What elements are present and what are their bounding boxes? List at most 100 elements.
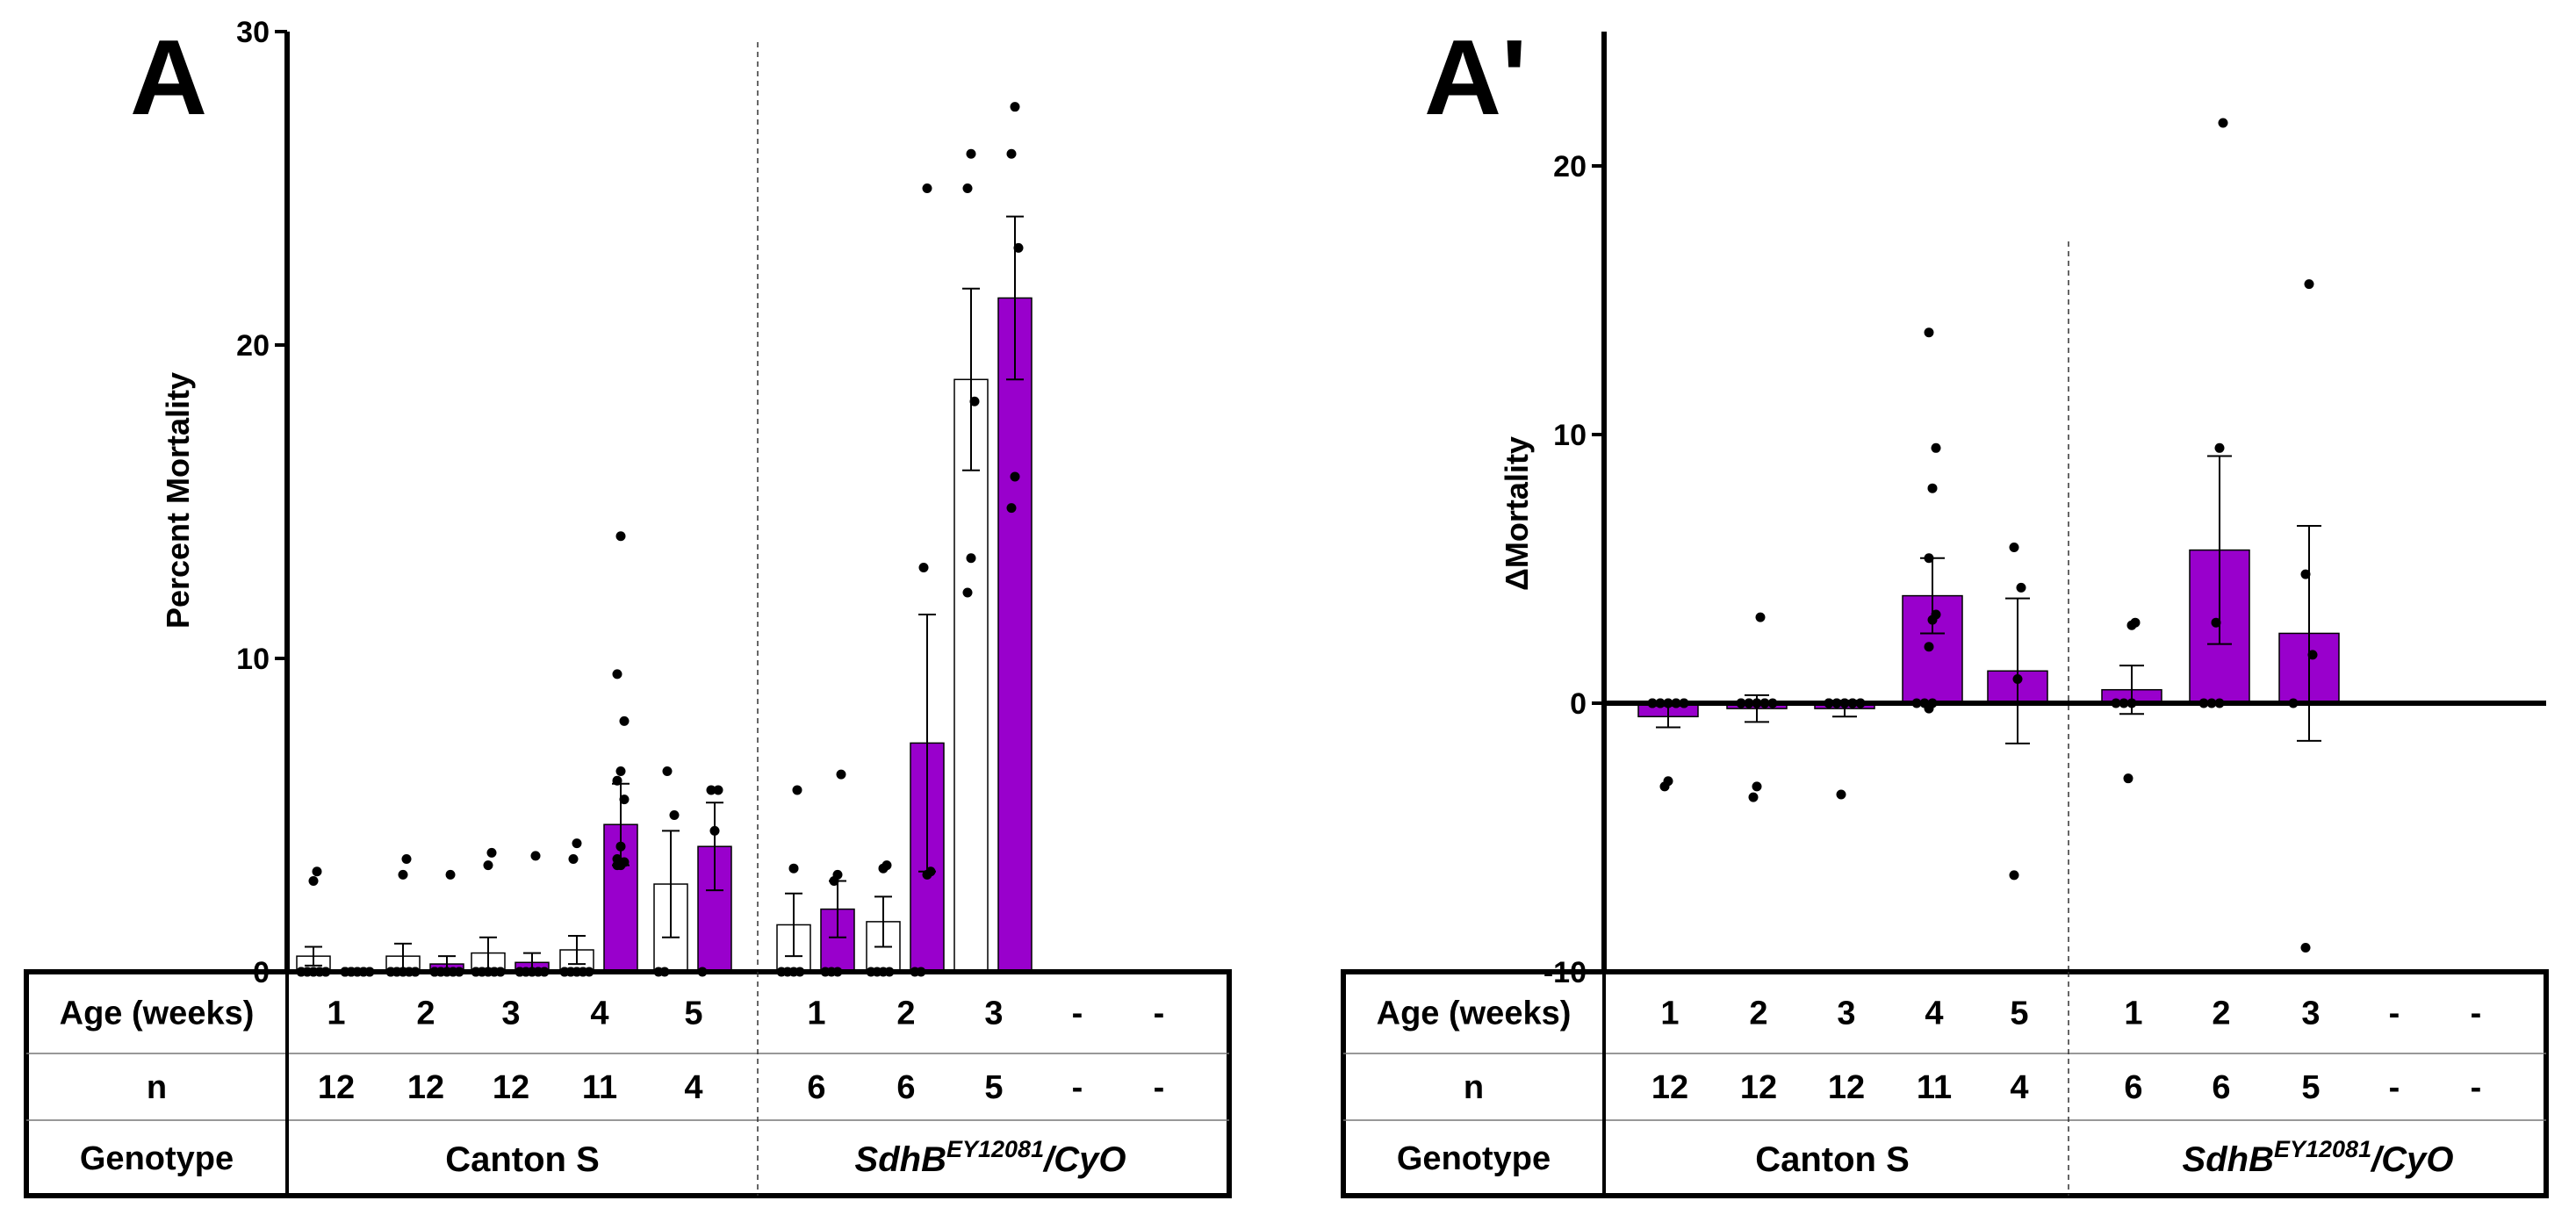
panel-a-table: Age (weeks) n Genotype 1 12 2 12 3 12 4 11 5 4 1 6 2 6 3 5… <box>24 969 1232 1198</box>
y-tick-label: 20 <box>236 329 270 363</box>
data-point-white <box>881 860 892 871</box>
data-point-purple <box>615 841 626 852</box>
table-n-cell: 4 <box>684 1069 702 1106</box>
table-border <box>24 969 1232 1198</box>
data-point-white <box>969 396 980 406</box>
table-label-n: n <box>147 1069 167 1106</box>
table-n-cell: - <box>2389 1069 2400 1106</box>
table-n-cell: 6 <box>896 1069 915 1106</box>
data-point-purple <box>612 775 622 786</box>
table-n-cell: 12 <box>493 1069 529 1106</box>
data-point-purple <box>619 715 630 726</box>
table-age-cell: 4 <box>1925 996 1943 1032</box>
data-point-purple <box>1013 242 1024 253</box>
panel-a-prime-y-label: ΔMortality <box>1499 436 1535 591</box>
data-point-purple <box>706 785 716 795</box>
table-n-cell: 12 <box>318 1069 355 1106</box>
data-point-white <box>962 587 973 598</box>
data-point-purple <box>1010 471 1020 482</box>
data-point-delta <box>2130 617 2141 628</box>
genotype-gene: SdhB <box>855 1140 946 1179</box>
table-n-cell: 4 <box>2010 1069 2028 1106</box>
table-n-cell: 12 <box>1740 1069 1777 1106</box>
data-point-purple <box>713 785 723 795</box>
genotype-allele-superscript: EY12081 <box>2274 1136 2371 1162</box>
data-point-purple <box>612 669 622 679</box>
table-n-cell: 5 <box>984 1069 1003 1106</box>
data-point-white <box>483 860 493 871</box>
table-age-cell: - <box>2471 996 2482 1032</box>
panel-a-plot <box>284 32 1033 977</box>
genotype-balancer: /CyO <box>1042 1140 1126 1179</box>
data-point-purple <box>836 769 846 780</box>
data-point-delta <box>2300 569 2311 579</box>
data-point-delta <box>1924 642 1934 652</box>
table-age-cell: 1 <box>807 996 825 1032</box>
table-age-cell: 1 <box>2124 996 2142 1032</box>
table-n-cell: 12 <box>407 1069 444 1106</box>
table-age-cell: 2 <box>416 996 435 1032</box>
table-age-cell: 3 <box>2301 996 2320 1032</box>
table-age-cell: 3 <box>501 996 520 1032</box>
data-point-purple <box>1006 503 1017 514</box>
table-genotype-sdhb: SdhBEY12081/CyO <box>2183 1136 2454 1179</box>
genotype-allele-superscript: EY12081 <box>946 1136 1044 1162</box>
data-point-delta <box>2304 279 2314 290</box>
table-n-cell: - <box>2471 1069 2482 1106</box>
table-genotype-canton-s: Canton S <box>1755 1140 1910 1179</box>
table-age-cell: 5 <box>2010 996 2028 1032</box>
data-point-white <box>401 853 412 864</box>
table-age-cell: 2 <box>1749 996 1767 1032</box>
data-point-white <box>966 553 976 564</box>
table-n-cell: - <box>1154 1069 1165 1106</box>
y-tick-label: 0 <box>1570 687 1587 721</box>
table-age-cell: 4 <box>590 996 608 1032</box>
data-point-purple <box>918 562 929 572</box>
data-point-delta <box>2300 942 2311 953</box>
table-n-cell: 6 <box>807 1069 825 1106</box>
data-point-purple <box>530 851 541 861</box>
data-point-purple <box>709 825 720 836</box>
y-tick-label: 20 <box>1553 150 1587 183</box>
data-point-white <box>486 847 497 858</box>
data-point-delta <box>1931 609 1941 620</box>
data-point-delta <box>1752 781 1762 792</box>
table-age-cell: - <box>2389 996 2400 1032</box>
panel-a-prime-letter: A' <box>1424 18 1527 137</box>
data-point-delta <box>2016 582 2026 593</box>
table-age-cell: 5 <box>684 996 702 1032</box>
table-n-cell: 11 <box>582 1069 617 1106</box>
data-point-white <box>788 863 799 874</box>
data-point-purple <box>922 183 932 193</box>
table-n-cell: - <box>1072 1069 1083 1106</box>
bar-purple <box>997 297 1033 973</box>
data-point-purple <box>1006 148 1017 159</box>
data-point-delta <box>1927 483 1938 493</box>
table-age-cell: 1 <box>327 996 345 1032</box>
data-point-purple <box>619 794 630 805</box>
data-point-purple <box>1010 102 1020 112</box>
table-genotype-sdhb: SdhBEY12081/CyO <box>855 1136 1126 1179</box>
table-label-genotype: Genotype <box>1397 1140 1551 1177</box>
table-age-cell: 3 <box>1837 996 1855 1032</box>
data-point-delta <box>2123 773 2133 784</box>
table-n-cell: 12 <box>1828 1069 1865 1106</box>
table-n-cell: 6 <box>2212 1069 2230 1106</box>
genotype-balancer: /CyO <box>2370 1140 2453 1179</box>
data-point-delta <box>2012 673 2023 684</box>
table-age-cell: 3 <box>984 996 1003 1032</box>
data-point-delta <box>1924 553 1934 564</box>
data-point-white <box>572 838 582 849</box>
data-point-delta <box>2211 617 2221 628</box>
data-point-delta <box>2214 442 2225 453</box>
data-point-purple <box>615 766 626 777</box>
table-label-n: n <box>1464 1069 1484 1106</box>
data-point-white <box>308 875 319 886</box>
table-label-genotype: Genotype <box>80 1140 234 1177</box>
data-point-purple <box>832 869 843 880</box>
data-point-white <box>398 869 408 880</box>
